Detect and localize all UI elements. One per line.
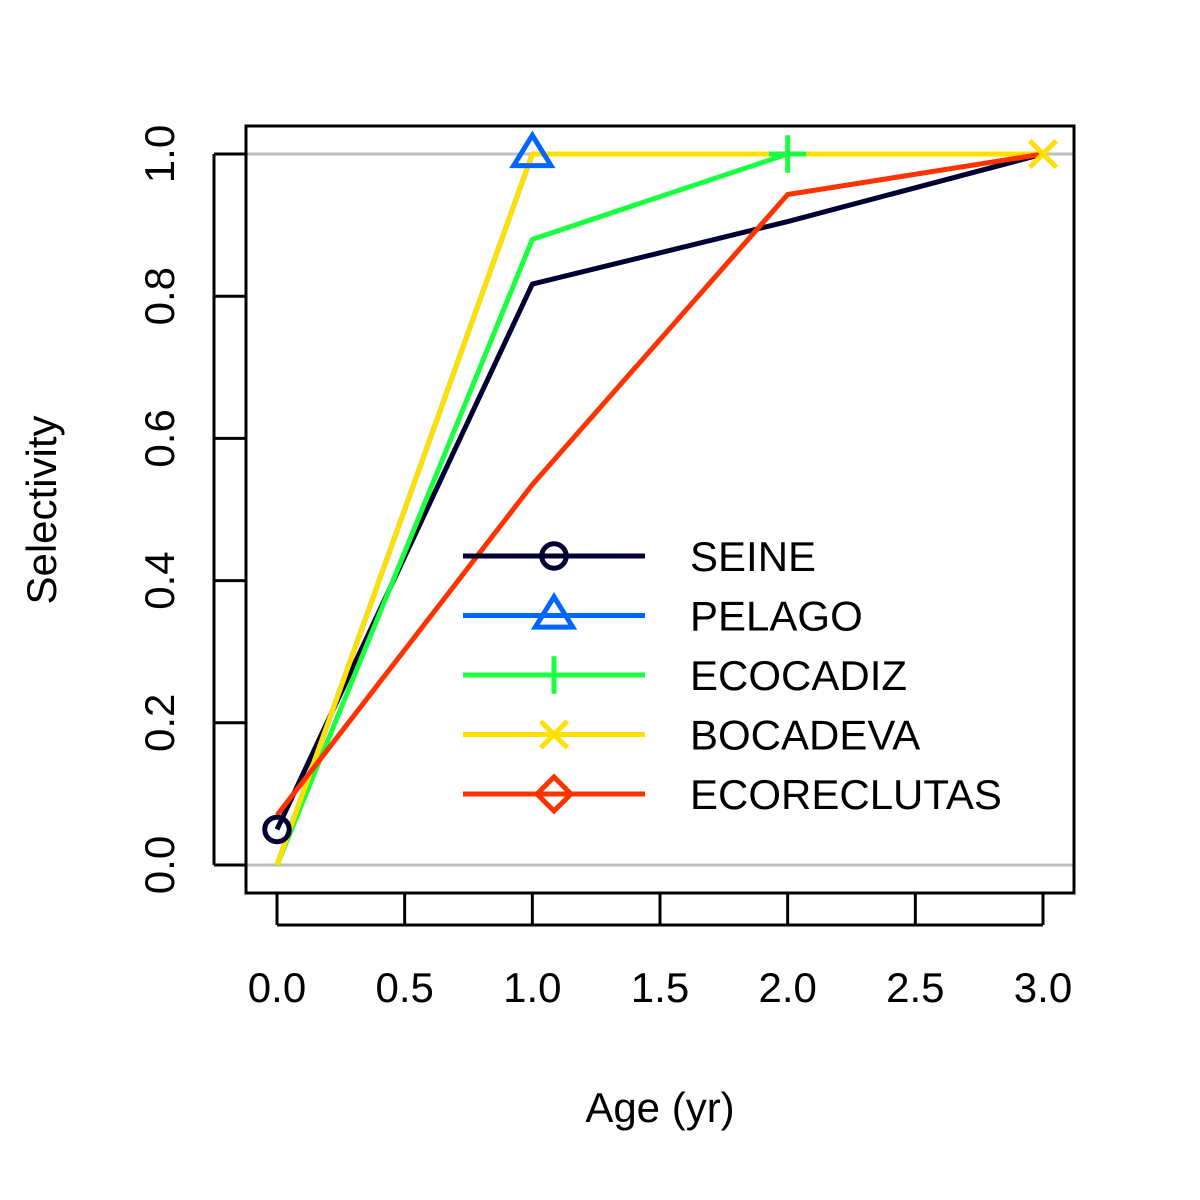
x-axis: 0.0 0.5 1.0 1.5 2.0 2.5 3.0 — [248, 893, 1072, 1011]
series-line-pelago — [274, 151, 1043, 866]
x-tick-label-2: 1.0 — [503, 964, 561, 1011]
legend: SEINE PELAGO ECOCADIZ BOCADEVA ECORECLUTAS — [463, 533, 1002, 818]
x-tick-label-4: 2.0 — [758, 964, 816, 1011]
y-axis-label: Selectivity — [18, 415, 65, 604]
legend-marker-pelago — [530, 592, 578, 630]
x-tick-label-5: 2.5 — [886, 964, 944, 1011]
legend-label-ecoreclutas: ECORECLUTAS — [690, 771, 1002, 818]
legend-label-ecocadiz: ECOCADIZ — [690, 652, 907, 699]
x-tick-label-1: 0.5 — [375, 964, 433, 1011]
series-markers — [262, 130, 1059, 845]
series-lines — [274, 151, 1044, 866]
legend-label-seine: SEINE — [690, 533, 816, 580]
x-tick-label-0: 0.0 — [248, 964, 306, 1011]
legend-label-pelago: PELAGO — [690, 593, 863, 640]
legend-marker-bocadeva — [538, 719, 570, 750]
x-tick-label-6: 3.0 — [1014, 964, 1072, 1011]
x-tick-label-3: 1.5 — [631, 964, 689, 1011]
y-tick-label-0: 0.0 — [136, 836, 183, 894]
series-point-pelago-0 — [509, 130, 556, 169]
x-axis-label: Age (yr) — [585, 1084, 734, 1131]
series-point-bocadeva-0 — [1027, 138, 1059, 170]
legend-label-bocadeva: BOCADEVA — [690, 712, 920, 759]
legend-marker-ecoreclutas — [533, 773, 575, 815]
series-line-ecocadiz — [274, 151, 1043, 866]
y-tick-label-1: 0.2 — [136, 694, 183, 752]
y-tick-label-5: 1.0 — [136, 125, 183, 183]
y-axis: 0.0 0.2 0.4 0.6 0.8 1.0 — [136, 125, 246, 894]
series-point-seine-0 — [262, 814, 292, 845]
series-line-ecoreclutas — [275, 151, 1044, 817]
series-point-ecocadiz-0 — [768, 135, 807, 173]
y-tick-label-4: 0.8 — [136, 267, 183, 325]
legend-marker-ecocadiz — [535, 656, 573, 694]
series-line-bocadeva — [274, 151, 1043, 866]
y-tick-label-2: 0.4 — [136, 551, 183, 609]
series-line-seine — [274, 151, 1044, 831]
y-tick-label-3: 0.6 — [136, 409, 183, 467]
reference-lines — [246, 152, 1074, 867]
legend-marker-seine — [539, 541, 569, 571]
